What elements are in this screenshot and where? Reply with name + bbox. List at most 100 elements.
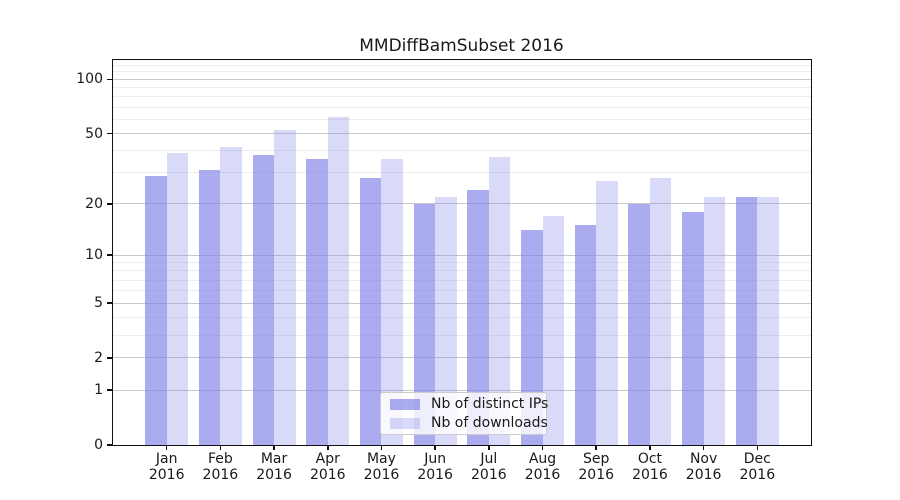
legend-label: Nb of distinct IPs [431,396,549,412]
x-tick-month: Nov [689,451,718,467]
minor-gridline [113,118,811,120]
y-tick-label: 5 [94,295,103,312]
y-tick-label: 1 [94,382,103,399]
legend-swatch-downloads [390,417,420,429]
x-tick-label: Oct 2016 [618,451,682,483]
legend-swatch-distinct-ips [390,398,420,410]
x-tick-year: 2016 [471,467,507,483]
x-tick-label: Jun 2016 [403,451,467,483]
major-gridline [113,254,811,256]
x-tick-month: Mar [260,451,288,467]
bar-downloads [757,196,779,445]
minor-gridline [113,71,811,73]
bar-downloads [220,147,242,445]
x-tick-month: Aug [528,451,557,467]
x-tick-label: Dec 2016 [725,451,789,483]
x-tick-label: Jul 2016 [457,451,521,483]
legend-item: Nb of distinct IPs [390,396,548,412]
x-tick-mark [595,445,597,450]
bar-distinct-ips [198,170,221,445]
bar-distinct-ips [359,178,382,445]
x-tick-mark [702,445,705,450]
major-gridline [113,302,811,304]
minor-gridline [113,290,811,292]
bar-distinct-ips [628,203,650,445]
x-tick-label: Mar 2016 [242,451,306,483]
minor-gridline [113,270,811,272]
x-tick-month: Jul [480,451,498,467]
y-tick-label: 20 [85,195,103,212]
x-tick-year: 2016 [202,467,239,483]
x-tick-month: Sep [583,451,610,467]
bar-downloads [274,130,296,445]
y-tick-mark [107,132,112,135]
x-tick-month: Dec [743,451,771,467]
x-tick-mark [273,445,275,450]
y-tick-label: 2 [94,349,103,366]
bar-downloads [488,156,511,445]
bar-downloads [596,181,618,445]
bar-distinct-ips [467,189,489,445]
legend: Nb of distinct IPs Nb of downloads [380,392,548,435]
x-tick-label: Sep 2016 [564,451,628,483]
bar-downloads [542,216,565,445]
minor-gridline [113,96,811,98]
minor-gridline [113,316,811,318]
bar-distinct-ips [735,196,758,445]
chart-title: MMDiffBamSubset 2016 [359,36,564,56]
bar-distinct-ips [145,175,167,445]
legend-item: Nb of downloads [390,415,548,431]
y-tick-mark [107,357,112,359]
bar-downloads [649,178,672,445]
bar-distinct-ips [252,154,275,445]
major-gridline [113,133,811,135]
x-tick-year: 2016 [309,467,346,483]
bar-downloads [703,196,726,445]
x-tick-label: Feb 2016 [188,451,252,483]
y-tick-mark [107,444,112,446]
y-tick-label: 10 [85,247,103,264]
y-tick-label: 0 [94,437,103,453]
x-tick-year: 2016 [578,467,615,483]
x-tick-mark [219,445,222,450]
y-tick-mark [107,203,112,205]
x-tick-month: Oct [637,451,663,467]
minor-gridline [113,172,811,174]
x-tick-year: 2016 [632,467,668,483]
y-tick-label: 100 [76,71,103,88]
y-tick-mark [107,302,112,304]
major-gridline [113,78,811,80]
bar-distinct-ips [682,211,704,445]
x-tick-year: 2016 [685,467,722,483]
y-tick-label: 50 [85,125,103,142]
x-tick-month: Jun [424,451,447,467]
x-tick-mark [756,445,759,450]
x-tick-label: Apr 2016 [296,451,360,483]
bar-distinct-ips [306,158,328,445]
x-tick-month: Jan [155,451,178,467]
x-tick-year: 2016 [363,467,400,483]
x-tick-mark [488,445,490,450]
bar-downloads [381,158,403,445]
minor-gridline [113,279,811,281]
x-tick-year: 2016 [739,467,776,483]
minor-gridline [113,150,811,152]
x-tick-year: 2016 [256,467,292,483]
major-gridline [113,389,811,391]
x-tick-mark [165,445,168,450]
minor-gridline [113,64,811,66]
x-tick-year: 2016 [417,467,453,483]
minor-gridline [113,87,811,89]
bar-downloads [327,116,350,445]
x-tick-mark [327,445,329,450]
x-tick-mark [649,445,651,450]
bar-downloads [166,152,189,445]
minor-gridline [113,106,811,108]
x-tick-month: May [366,451,396,467]
x-tick-month: Feb [207,451,233,467]
y-tick-mark [107,254,112,256]
major-gridline [113,203,811,205]
major-gridline [113,357,811,359]
x-tick-year: 2016 [524,467,561,483]
